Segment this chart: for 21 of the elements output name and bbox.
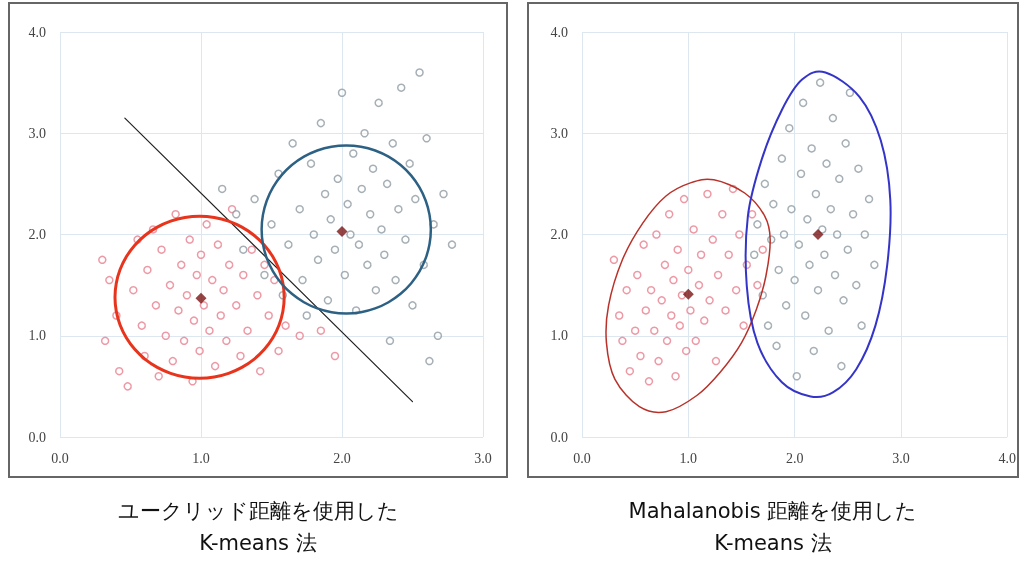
x-tick-label: 2.0 (785, 450, 804, 466)
y-tick-label: 4.0 (550, 24, 568, 40)
y-tick-label: 1.0 (28, 328, 46, 344)
x-tick-label: 0.0 (573, 450, 591, 466)
y-tick-label: 4.0 (28, 24, 46, 40)
x-tick-label: 4.0 (998, 450, 1016, 466)
x-tick-label: 3.0 (892, 450, 910, 466)
y-tick-label: 2.0 (550, 227, 568, 242)
y-tick-label: 2.0 (28, 227, 46, 242)
x-tick-label: 0.0 (51, 450, 69, 466)
x-tick-label: 2.0 (333, 450, 351, 466)
y-tick-label: 1.0 (550, 328, 568, 344)
text: ユークリッド距離を使用した K-means 法 (117, 499, 399, 555)
x-tick-label: 3.0 (474, 450, 492, 466)
y-tick-label: 0.0 (550, 429, 568, 445)
x-tick-label: 1.0 (192, 450, 210, 466)
y-tick-label: 0.0 (28, 429, 46, 445)
x-tick-label: 1.0 (679, 450, 698, 466)
y-tick-label: 3.0 (550, 125, 568, 141)
text: Mahalanobis 距離を使用した K-means 法 (628, 499, 918, 555)
y-tick-label: 3.0 (28, 125, 46, 141)
